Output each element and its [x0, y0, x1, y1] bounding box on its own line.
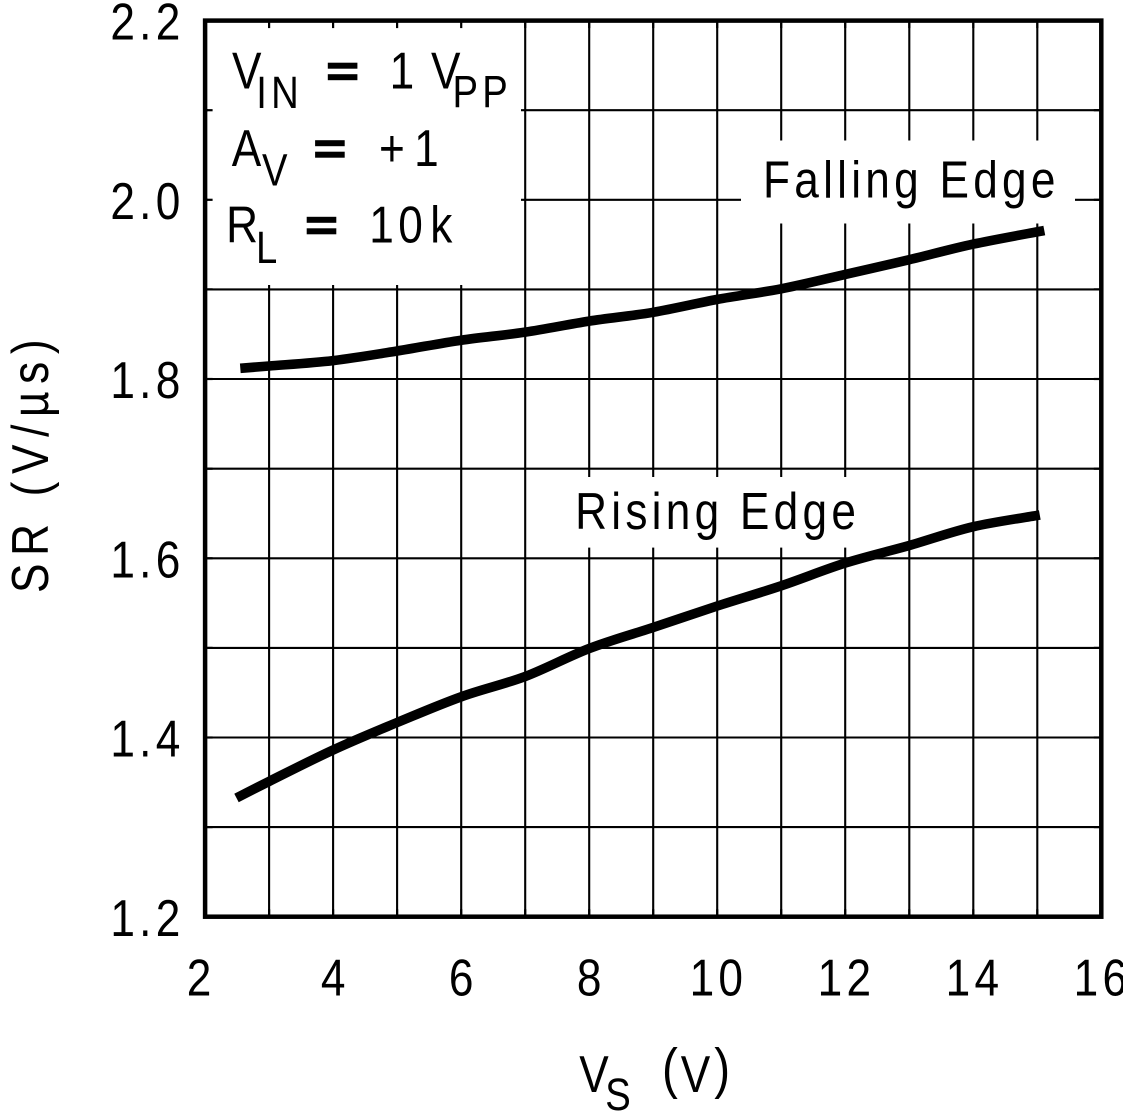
- svg-text:1.4: 1.4: [110, 710, 184, 768]
- svg-text:1.6: 1.6: [110, 531, 184, 589]
- svg-text:+: +: [379, 120, 409, 178]
- svg-text:Falling Edge: Falling Edge: [763, 151, 1060, 209]
- svg-text:V: V: [681, 1046, 715, 1104]
- svg-text:k: k: [430, 196, 456, 254]
- svg-text:V: V: [232, 42, 266, 100]
- svg-text:1: 1: [390, 42, 419, 100]
- svg-text:S: S: [605, 1069, 635, 1112]
- svg-text:L: L: [256, 222, 282, 273]
- svg-text:1: 1: [369, 196, 398, 254]
- svg-text:4: 4: [321, 949, 350, 1007]
- svg-text:6: 6: [449, 949, 478, 1007]
- svg-text:PP: PP: [453, 66, 513, 117]
- svg-text:2: 2: [187, 949, 216, 1007]
- svg-text:V: V: [262, 145, 292, 196]
- svg-text:1.2: 1.2: [110, 889, 184, 947]
- svg-text:IN: IN: [256, 67, 303, 118]
- svg-text:14: 14: [946, 949, 1004, 1007]
- svg-text:A: A: [232, 120, 266, 178]
- svg-text:16: 16: [1074, 949, 1123, 1007]
- svg-text:1: 1: [414, 120, 443, 178]
- svg-text:12: 12: [818, 949, 876, 1007]
- svg-text:Rising Edge: Rising Edge: [575, 483, 860, 541]
- svg-text:(: (: [662, 1038, 682, 1100]
- svg-text:R: R: [226, 196, 262, 254]
- svg-text:V: V: [431, 42, 465, 100]
- svg-text:SR (V/µs): SR (V/µs): [2, 332, 60, 593]
- svg-text:8: 8: [577, 949, 606, 1007]
- svg-text:0: 0: [398, 196, 427, 254]
- svg-text:): ): [714, 1038, 734, 1100]
- svg-text:V: V: [579, 1046, 613, 1104]
- svg-text:2.0: 2.0: [110, 173, 184, 231]
- svg-text:2.2: 2.2: [110, 0, 184, 52]
- svg-text:10: 10: [690, 949, 748, 1007]
- svg-text:1.8: 1.8: [110, 352, 184, 410]
